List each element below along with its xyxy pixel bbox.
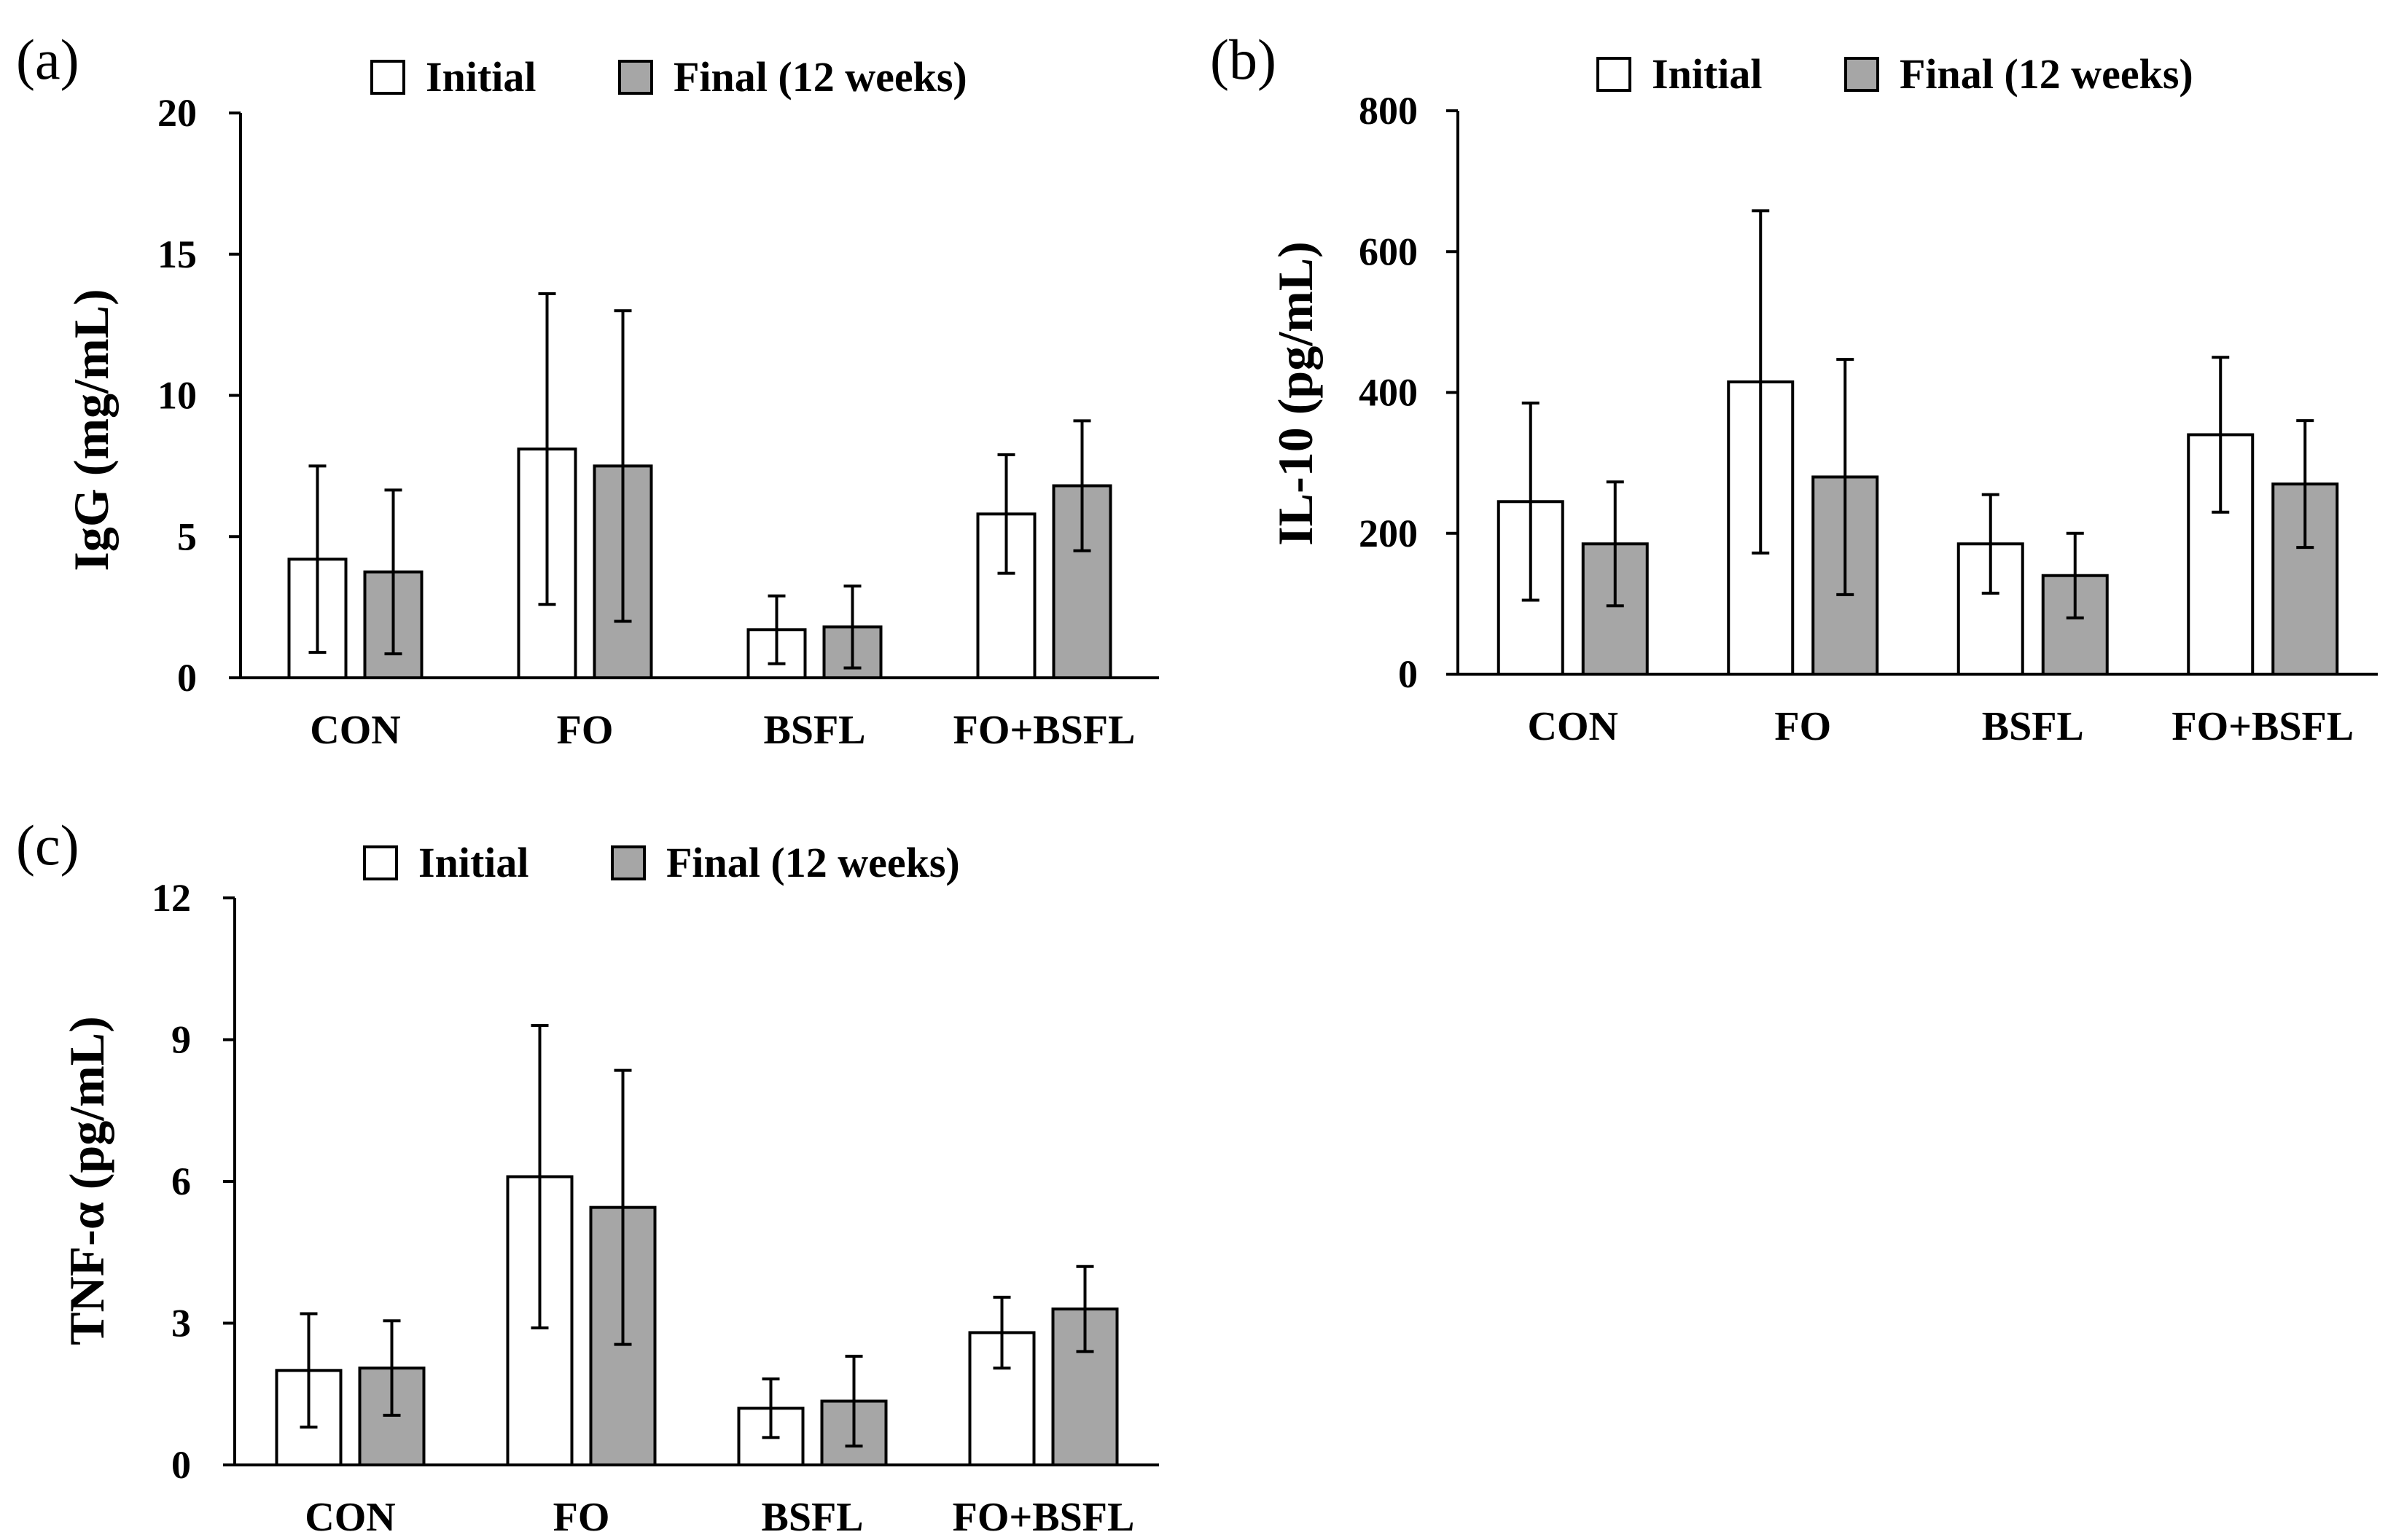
legend-label-final: Final (12 weeks) [674,53,967,101]
category-label: BSFL [763,708,865,753]
panel-b: (b) Initial Final (12 weeks) IL-10 (pg/m… [1210,28,2378,749]
y-tick-label: 10 [157,374,197,418]
y-tick-label: 400 [1359,371,1418,415]
panel-a: (a) Initial Final (12 weeks) IgG (mg/mL)… [16,28,1159,753]
y-tick-label: 800 [1359,89,1418,133]
y-tick-label: 5 [177,515,197,558]
y-tick-label: 0 [171,1443,191,1487]
legend-swatch-initial [363,845,398,880]
y-tick-label: 200 [1359,512,1418,555]
y-tick-label: 9 [171,1018,191,1062]
category-label: BSFL [1982,704,2084,749]
panel-label: (c) [16,813,79,877]
y-tick-label: 0 [1398,652,1418,696]
category-label: FO+BSFL [953,708,1136,753]
y-tick-label: 15 [157,232,197,276]
y-tick-label: 3 [171,1302,191,1345]
y-tick-label: 12 [152,876,191,920]
legend-swatch-final [618,60,653,95]
legend-swatch-final [1844,57,1879,92]
category-label: CON [1528,704,1618,749]
y-tick-label: 20 [157,91,197,135]
legend-label-initial: Initial [1652,50,1763,98]
category-label: FO+BSFL [953,1495,1135,1540]
category-label: FO [557,708,614,753]
category-label: CON [305,1495,395,1540]
legend-swatch-final [611,845,646,880]
category-label: BSFL [761,1495,863,1540]
category-label: FO [553,1495,610,1540]
category-label: FO+BSFL [2171,704,2354,749]
y-tick-label: 0 [177,656,197,700]
category-label: FO [1774,704,1831,749]
panel-c: (c) Initial Final (12 weeks) TNF-α (pg/m… [16,813,1159,1540]
y-tick-label: 600 [1359,230,1418,273]
legend-label-initial: Initial [418,839,529,886]
legend-swatch-initial [370,60,405,95]
legend-label-final: Final (12 weeks) [1900,50,2193,98]
legend-label-final: Final (12 weeks) [666,839,960,886]
panel-label: (a) [16,28,79,91]
panel-label: (b) [1210,28,1276,91]
y-axis-title: IL-10 (pg/mL) [1268,241,1323,545]
y-axis-title: IgG (mg/mL) [63,289,119,571]
y-tick-label: 6 [171,1160,191,1203]
category-label: CON [310,708,400,753]
legend-swatch-initial [1596,57,1631,92]
legend-label-initial: Initial [426,53,536,101]
y-axis-title: TNF-α (pg/mL) [59,1016,114,1345]
